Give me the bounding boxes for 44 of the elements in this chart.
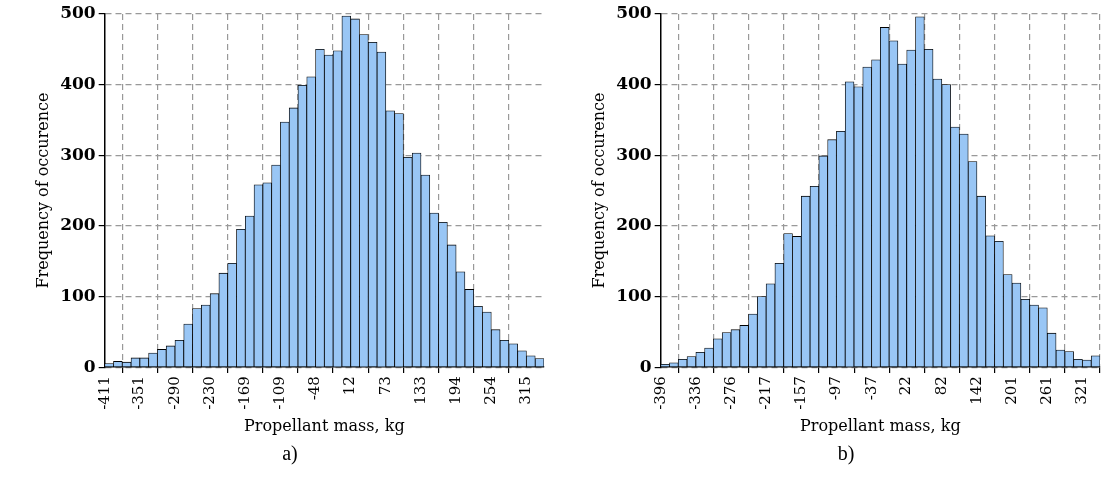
x-tick-label: 261	[1036, 376, 1055, 405]
text: a)	[282, 442, 298, 465]
x-tick-label: 321	[1072, 376, 1091, 405]
x-tick-label: 315	[516, 376, 535, 405]
y-tick-label: 200	[60, 214, 96, 235]
text: b)	[837, 442, 855, 465]
y-tick-label: 200	[616, 214, 652, 235]
x-axis-title: Propellant mass, kg	[244, 415, 405, 435]
y-tick-label: 400	[60, 73, 96, 94]
x-tick-label: 22	[896, 376, 915, 396]
x-tick-label: -411	[94, 376, 113, 410]
x-tick-label: -336	[685, 376, 704, 410]
x-axis-title: Propellant mass, kg	[800, 415, 961, 435]
y-tick-label: 100	[616, 284, 652, 305]
x-tick-label: -48	[305, 376, 324, 401]
y-tick-label: 0	[83, 355, 96, 376]
x-tick-label: -37	[861, 376, 880, 401]
x-tick-label: -169	[235, 376, 254, 410]
y-tick-label: 300	[60, 143, 96, 164]
y-axis-title: Frequency of occurence	[588, 92, 608, 289]
x-tick-label: 133	[410, 376, 429, 405]
x-tick-label: -351	[129, 376, 148, 410]
y-tick-label: 400	[616, 73, 652, 94]
x-tick-label: 201	[1001, 376, 1020, 405]
y-tick-label: 100	[60, 284, 96, 305]
x-tick-label: 194	[446, 376, 465, 405]
x-tick-label: -157	[791, 376, 810, 410]
x-tick-label: 254	[480, 376, 499, 405]
x-tick-label: -217	[755, 376, 774, 410]
y-tick-label: 300	[616, 143, 652, 164]
x-tick-label: -276	[721, 376, 740, 410]
y-tick-label: 500	[60, 2, 96, 23]
y-axis-title: Frequency of occurence	[32, 92, 52, 289]
y-tick-label: 0	[639, 355, 652, 376]
x-tick-label: -109	[270, 376, 289, 410]
x-tick-label: -97	[826, 376, 845, 401]
x-tick-label: 73	[375, 376, 394, 396]
x-tick-label: 82	[931, 376, 950, 396]
x-tick-label: -290	[164, 376, 183, 410]
x-tick-label: -230	[199, 376, 218, 410]
x-tick-label: 142	[966, 376, 985, 405]
x-tick-label: -396	[650, 376, 669, 410]
y-tick-label: 500	[616, 2, 652, 23]
x-tick-label: 12	[340, 376, 359, 396]
